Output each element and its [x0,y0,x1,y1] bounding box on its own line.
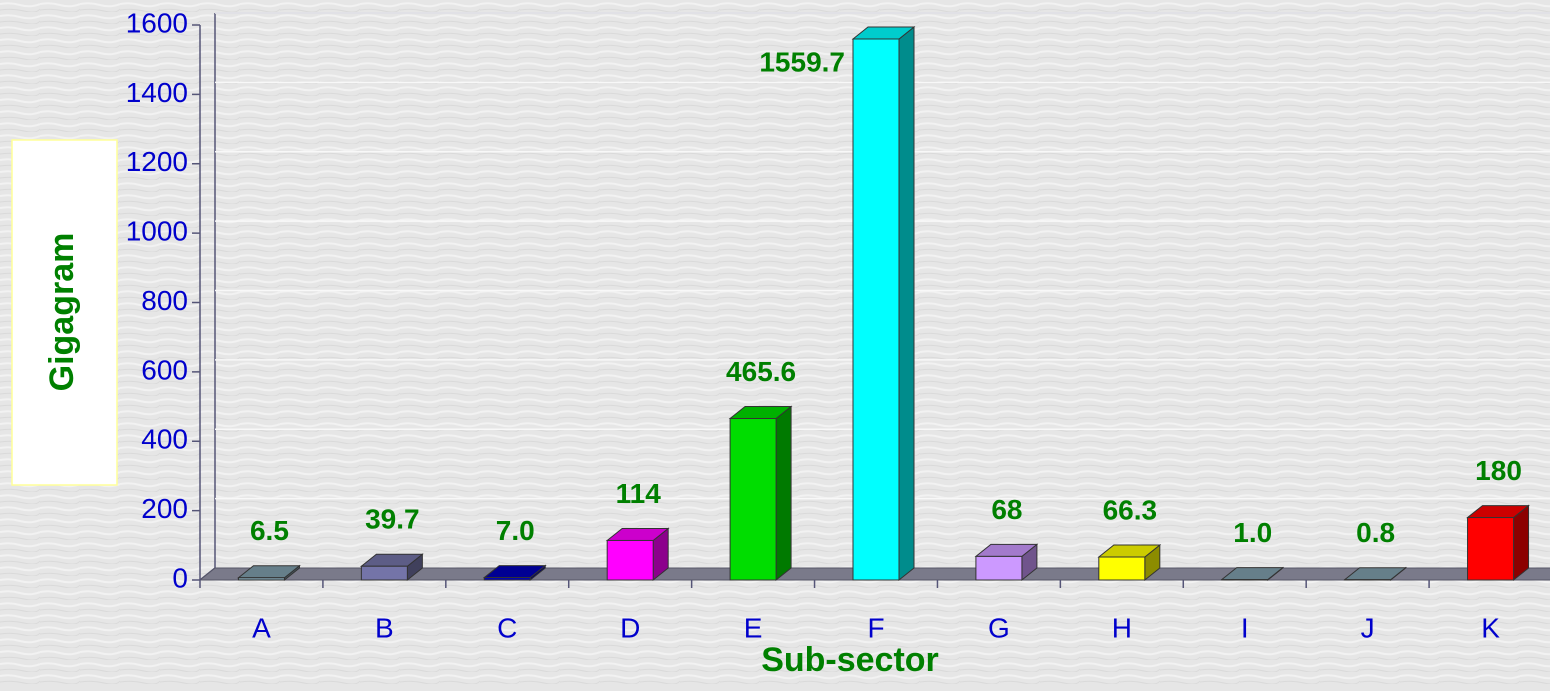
y-tick-label: 1200 [126,146,188,177]
value-label: 6.5 [250,515,289,546]
bar-front [1468,518,1514,580]
y-tick-label: 1600 [126,7,188,38]
y-tick-label: 600 [141,354,188,385]
bar-front [853,39,899,580]
x-tick-label: B [375,612,394,643]
x-tick-label: G [988,612,1010,643]
x-tick-label: H [1112,612,1132,643]
value-label: 180 [1475,455,1522,486]
value-label: 1.0 [1233,517,1272,548]
bar-front [361,566,407,580]
bar [607,528,668,580]
x-axis-label: Sub-sector [761,641,939,679]
bar-front [484,578,530,580]
bar-side [899,27,914,580]
bar-front [976,556,1022,580]
y-tick-label: 400 [141,424,188,455]
y-axis-label: Gigagram [43,233,81,392]
x-tick-label: I [1241,612,1249,643]
value-label: 1559.7 [759,46,845,77]
y-tick-label: 800 [141,285,188,316]
x-tick-label: C [497,612,517,643]
bar-side [1514,506,1529,580]
x-tick-label: D [620,612,640,643]
x-tick-label: F [867,612,884,643]
x-tick-label: A [252,612,271,643]
bar-front [607,540,653,580]
value-label: 39.7 [365,504,420,535]
value-label: 0.8 [1356,517,1395,548]
x-tick-label: K [1481,612,1500,643]
bar [1468,506,1529,580]
bar [730,406,791,580]
y-tick-label: 0 [172,562,188,593]
value-label: 66.3 [1103,494,1158,525]
y-tick-label: 1000 [126,216,188,247]
bar-front [730,418,776,580]
bar-front [238,578,284,580]
value-label: 114 [616,478,662,509]
bar-front [1099,557,1145,580]
x-tick-label: E [744,612,763,643]
value-label: 465.6 [726,356,796,387]
value-label: 68 [991,494,1022,525]
bar [1099,545,1160,580]
y-tick-label: 1400 [126,77,188,108]
bar-side [776,406,791,580]
value-label: 7.0 [496,515,535,546]
x-tick-label: J [1361,612,1375,643]
y-tick-label: 200 [141,493,188,524]
bar [976,544,1037,580]
bar [853,27,914,580]
